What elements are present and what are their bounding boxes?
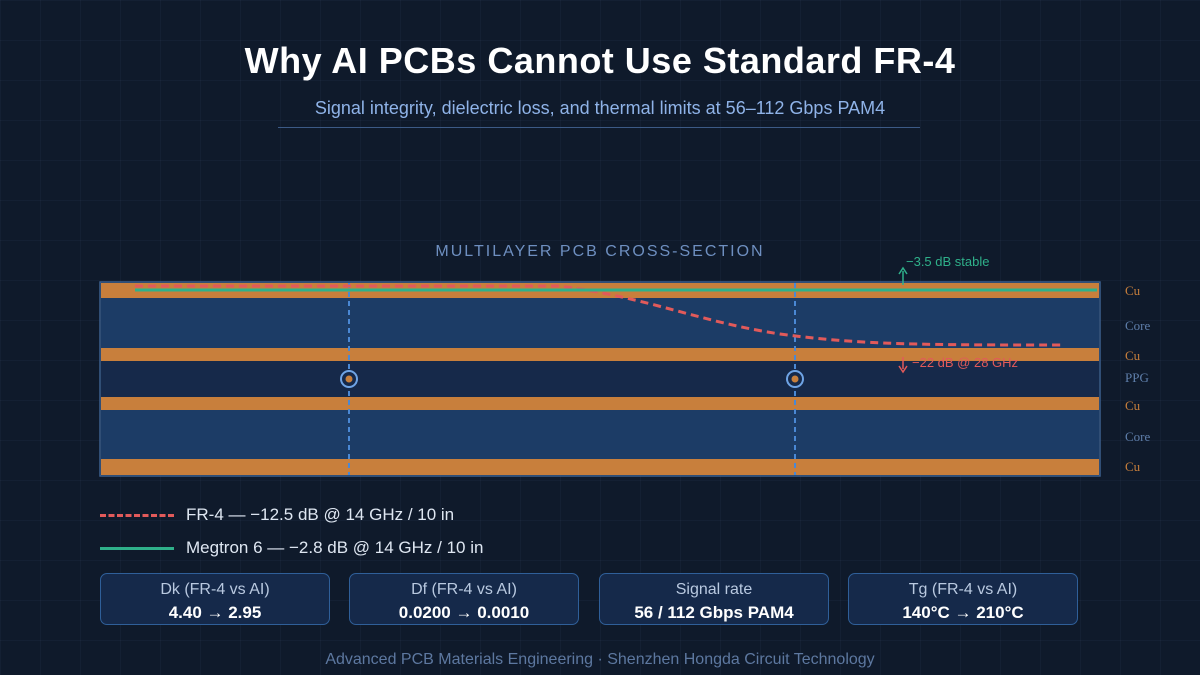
layer-copper-bottom (101, 459, 1099, 475)
metric-card-tg: Tg (FR-4 vs AI) 140°C → 210°C (848, 573, 1078, 625)
layer-label-cu-3: Cu (1125, 398, 1141, 413)
metric-label: Tg (FR-4 vs AI) (908, 581, 1018, 598)
metric-value: 0.0200 → 0.0010 (398, 603, 530, 622)
layer-label-core-2: Core (1125, 429, 1151, 444)
legend-swatch-fr4 (100, 513, 174, 517)
via-pad-right-core (791, 375, 799, 383)
layer-label-core-1: Core (1125, 318, 1151, 333)
metric-card-df: Df (FR-4 vs AI) 0.0200 → 0.0010 (349, 573, 579, 625)
footer-credit: Advanced PCB Materials Engineering · She… (325, 651, 875, 668)
layer-core-upper (101, 298, 1099, 348)
board-outline (99, 281, 1101, 477)
metric-card-dk: Dk (FR-4 vs AI) 4.40 → 2.95 (100, 573, 330, 625)
metric-card-signal-rate: Signal rate 56 / 112 Gbps PAM4 (599, 573, 829, 625)
layer-copper-inner-1 (101, 348, 1099, 361)
megtron-arrow-head (898, 266, 908, 275)
legend-swatch-megtron (100, 546, 174, 550)
layer-label-cu-2: Cu (1125, 348, 1141, 363)
legend-item-fr4: FR-4 — −12.5 dB @ 14 GHz / 10 in (100, 503, 454, 527)
legend-item-megtron: Megtron 6 — −2.8 dB @ 14 GHz / 10 in (100, 536, 483, 560)
section-title: MULTILAYER PCB CROSS-SECTION (435, 243, 765, 260)
page-subtitle: Signal integrity, dielectric loss, and t… (314, 98, 886, 118)
megtron-annotation: −3.5 dB stable (906, 254, 989, 269)
fr4-annotation: −22 dB @ 28 GHz (912, 355, 1018, 370)
fr4-arrow-head (898, 365, 908, 374)
subtitle-divider (278, 127, 920, 128)
fr4-attenuation-trace (135, 284, 1063, 347)
metric-label: Df (FR-4 vs AI) (411, 581, 517, 598)
metric-label: Dk (FR-4 vs AI) (160, 581, 270, 598)
metric-label: Signal rate (675, 581, 753, 598)
metric-value: 56 / 112 Gbps PAM4 (634, 603, 794, 622)
layer-label-ppg: PPG (1125, 370, 1149, 385)
layer-label-cu-1: Cu (1125, 283, 1141, 298)
legend-label-megtron: Megtron 6 — −2.8 dB @ 14 GHz / 10 in (186, 538, 484, 557)
page-title: Why AI PCBs Cannot Use Standard FR-4 (244, 40, 956, 81)
metric-value: 4.40 → 2.95 (168, 603, 262, 622)
layer-prepreg (101, 361, 1099, 397)
via-pad-left-core (345, 375, 353, 383)
metric-value: 140°C → 210°C (902, 603, 1024, 622)
layer-core-lower (101, 410, 1099, 459)
layer-label-cu-4: Cu (1125, 459, 1141, 474)
legend-label-fr4: FR-4 — −12.5 dB @ 14 GHz / 10 in (186, 505, 455, 524)
layer-copper-inner-2 (101, 397, 1099, 410)
